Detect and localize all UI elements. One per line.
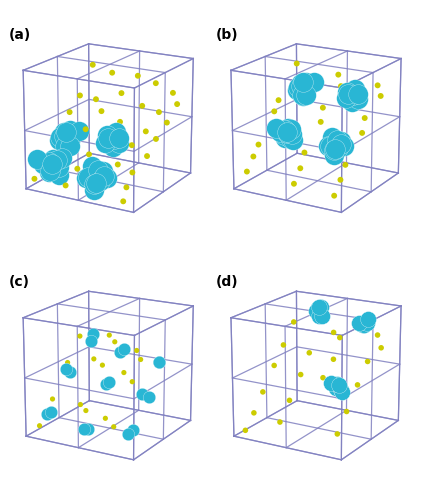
- Text: (b): (b): [216, 28, 239, 42]
- Text: (d): (d): [216, 275, 239, 289]
- Text: (c): (c): [8, 275, 30, 289]
- Text: (a): (a): [8, 28, 30, 42]
